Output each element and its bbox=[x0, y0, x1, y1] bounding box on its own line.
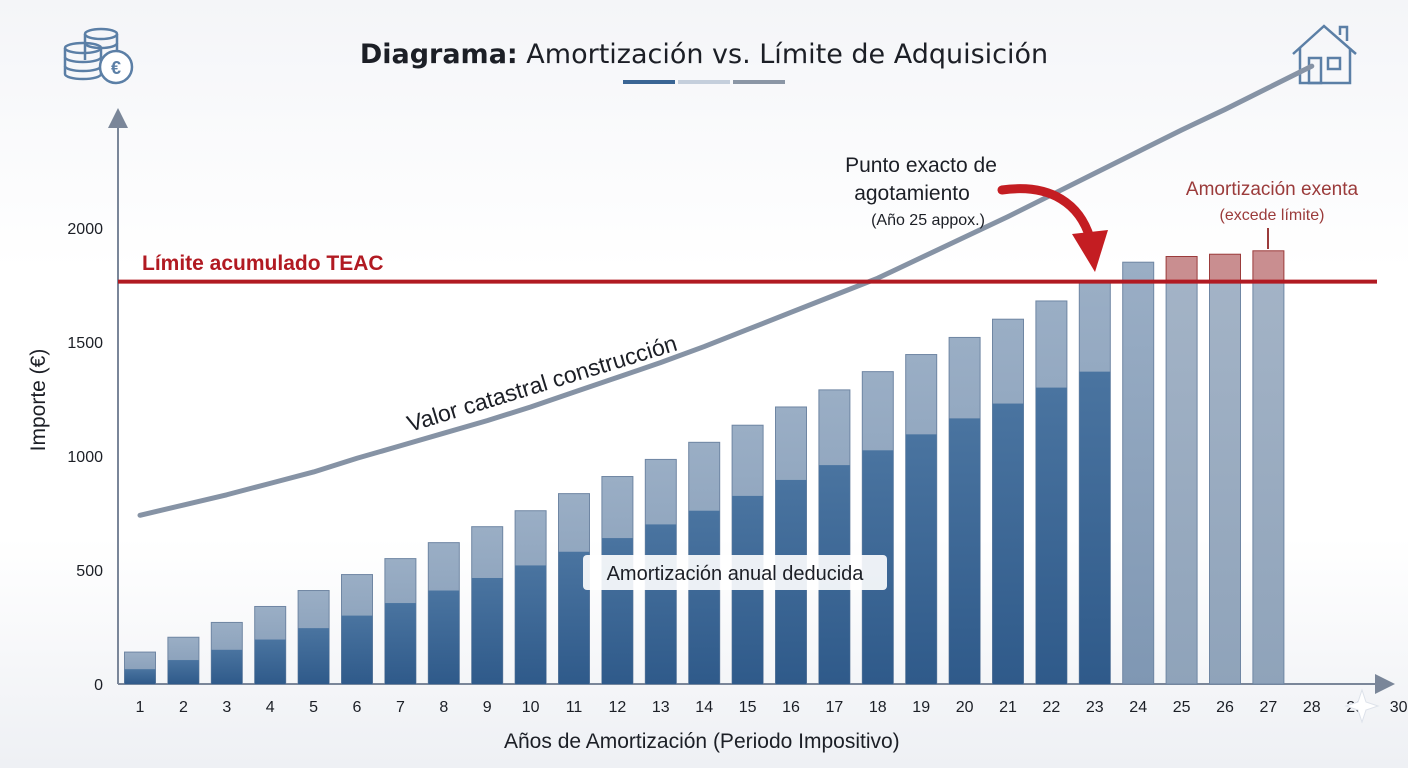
deduced-label: Amortización anual deducida bbox=[607, 563, 865, 585]
x-tick-label: 8 bbox=[439, 699, 448, 716]
x-tick-label: 24 bbox=[1129, 699, 1147, 716]
bars-group bbox=[124, 250, 1285, 685]
x-tick-label: 15 bbox=[739, 699, 757, 716]
x-tick-label: 23 bbox=[1086, 699, 1104, 716]
bar-deducted bbox=[167, 660, 199, 684]
x-tick-label: 2 bbox=[179, 699, 188, 716]
x-tick-label: 30 bbox=[1390, 699, 1408, 716]
y-tick-label: 2000 bbox=[67, 221, 103, 238]
bar-deducted bbox=[1035, 387, 1067, 684]
bar-deducted bbox=[688, 510, 720, 684]
x-tick-label: 5 bbox=[309, 699, 318, 716]
curve-label: Valor catastral construcción bbox=[404, 330, 680, 437]
y-axis-label: Importe (€) bbox=[27, 349, 50, 452]
x-tick-label: 12 bbox=[609, 699, 627, 716]
x-tick-label: 13 bbox=[652, 699, 670, 716]
x-tick-label: 22 bbox=[1043, 699, 1061, 716]
x-tick-label: 11 bbox=[566, 699, 583, 716]
bar-deducted bbox=[645, 524, 677, 684]
x-tick-label: 25 bbox=[1173, 699, 1191, 716]
x-tick-label: 21 bbox=[999, 699, 1017, 716]
x-tick-label: 18 bbox=[869, 699, 887, 716]
bar-deducted bbox=[298, 628, 330, 684]
title-underline bbox=[623, 80, 785, 84]
exempt-annotation-title: Amortización exenta bbox=[1186, 179, 1359, 200]
x-tick-label: 6 bbox=[353, 699, 362, 716]
y-tick-label: 500 bbox=[76, 563, 103, 580]
bar-deducted bbox=[254, 639, 286, 684]
y-tick-label: 1500 bbox=[67, 335, 103, 352]
x-tick-labels: 1 2 3 4 5 6 7 8 9 10 11 12 13 14 15 16 17 18 19 20 21 22 23 24 2… bbox=[136, 699, 1408, 716]
bar-exempt-excess bbox=[1209, 253, 1241, 283]
x-tick-label: 16 bbox=[782, 699, 800, 716]
bar-exempt bbox=[1165, 281, 1198, 685]
svg-text:€: € bbox=[111, 58, 121, 78]
exhaustion-annotation-sub: (Año 25 appox.) bbox=[871, 212, 985, 229]
bar-exempt bbox=[1209, 281, 1241, 685]
house-icon bbox=[1292, 24, 1357, 85]
x-tick-label: 7 bbox=[396, 699, 405, 716]
x-tick-label: 3 bbox=[222, 699, 231, 716]
bar-exempt bbox=[1252, 281, 1285, 685]
y-tick-label: 0 bbox=[94, 677, 103, 694]
x-tick-label: 26 bbox=[1216, 699, 1234, 716]
exempt-annotation-sub: (excede límite) bbox=[1220, 207, 1325, 224]
bar-deducted bbox=[949, 418, 981, 684]
y-tick-labels: 0 500 1000 1500 2000 bbox=[67, 221, 103, 694]
bar-exempt-excess bbox=[1252, 250, 1285, 283]
bar-deducted bbox=[384, 603, 416, 684]
bar-cumulative bbox=[1122, 261, 1155, 685]
bar-deducted bbox=[341, 615, 373, 684]
x-axis-label: Años de Amortización (Periodo Impositivo… bbox=[504, 730, 900, 753]
x-tick-label: 17 bbox=[826, 699, 844, 716]
bar-deducted bbox=[471, 577, 503, 684]
x-tick-label: 19 bbox=[912, 699, 930, 716]
chart-title: Diagrama: Amortización vs. Límite de Adq… bbox=[360, 39, 1048, 70]
bar-deducted bbox=[428, 590, 460, 684]
x-tick-label: 10 bbox=[522, 699, 540, 716]
bar-deducted bbox=[992, 403, 1024, 684]
coins-euro-icon: € bbox=[63, 27, 134, 85]
bar-exempt-excess bbox=[1165, 256, 1198, 283]
x-tick-label: 28 bbox=[1303, 699, 1321, 716]
exhaustion-arrow bbox=[997, 184, 1108, 272]
sparkle-icon bbox=[1344, 688, 1380, 724]
bar-deducted bbox=[124, 669, 156, 684]
exhaustion-annotation-line2: agotamiento bbox=[854, 182, 970, 205]
exhaustion-annotation-line1: Punto exacto de bbox=[845, 154, 997, 177]
curve-line bbox=[137, 63, 1315, 518]
bar-deducted bbox=[905, 434, 937, 684]
limit-label: Límite acumulado TEAC bbox=[142, 252, 384, 275]
x-tick-label: 27 bbox=[1260, 699, 1278, 716]
x-tick-label: 1 bbox=[136, 699, 145, 716]
x-tick-label: 9 bbox=[483, 699, 492, 716]
bar-deducted bbox=[1079, 371, 1111, 684]
x-tick-label: 20 bbox=[956, 699, 974, 716]
deduced-label-box bbox=[583, 555, 887, 590]
bar-deducted bbox=[211, 649, 243, 684]
x-tick-label: 4 bbox=[266, 699, 275, 716]
bar-deducted bbox=[515, 565, 547, 684]
y-tick-label: 1000 bbox=[67, 449, 103, 466]
x-tick-label: 14 bbox=[695, 699, 713, 716]
